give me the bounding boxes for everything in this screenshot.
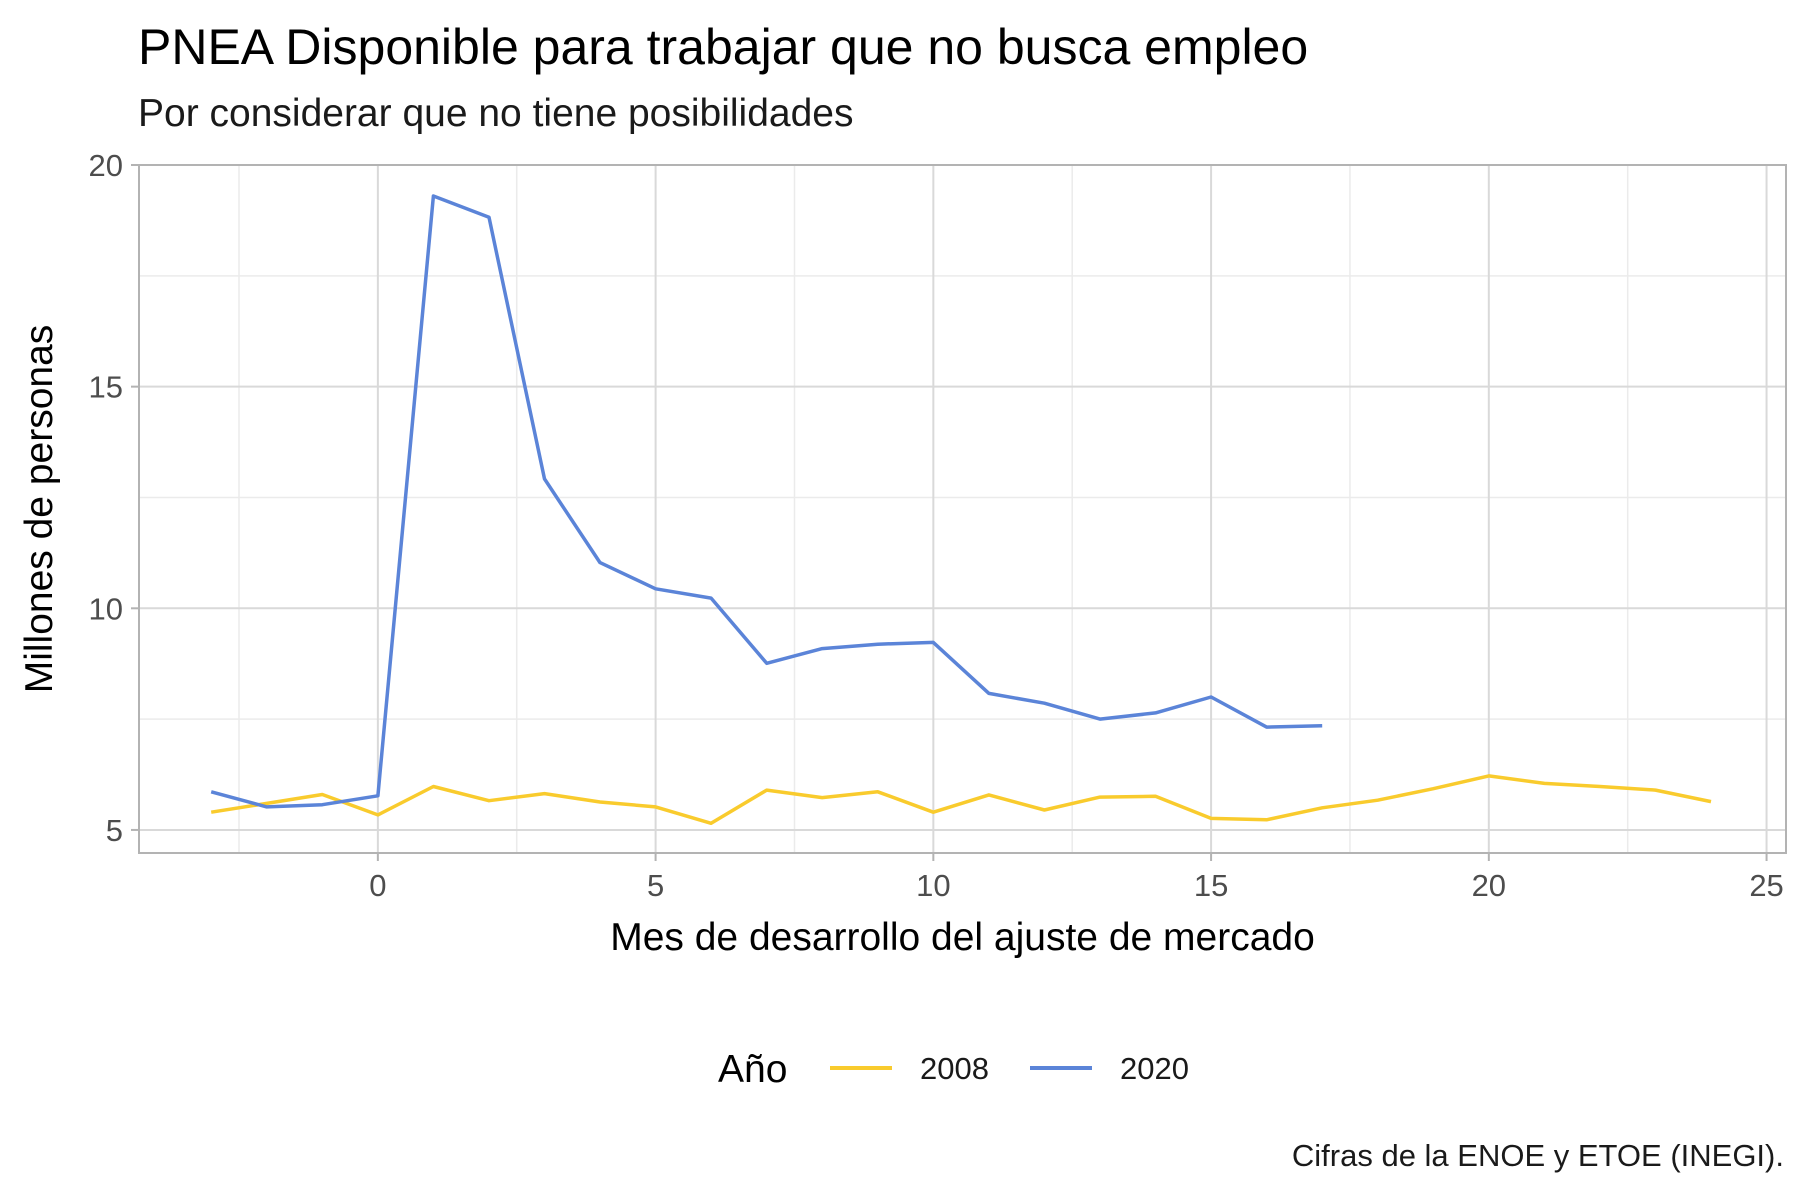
- y-axis-tick-labels: 5 10 15 20: [89, 148, 123, 848]
- chart-subtitle: Por considerar que no tiene posibilidade…: [138, 92, 854, 135]
- legend-label-2020: 2020: [1120, 1051, 1189, 1086]
- x-tick-label: 10: [916, 868, 950, 903]
- axis-tick-marks: [131, 164, 1768, 861]
- x-tick-label: 15: [1194, 868, 1228, 903]
- y-tick-label: 20: [89, 148, 123, 183]
- y-tick-label: 10: [89, 591, 123, 626]
- x-axis-title: Mes de desarrollo del ajuste de mercado: [610, 916, 1315, 959]
- x-tick-label: 5: [647, 868, 664, 903]
- chart-title: PNEA Disponible para trabajar que no bus…: [138, 19, 1309, 75]
- x-tick-label: 20: [1472, 868, 1506, 903]
- x-tick-label: 0: [369, 868, 386, 903]
- legend: Año 2008 2020: [718, 1048, 1189, 1091]
- series-line-2020: [210, 194, 1323, 809]
- y-axis-title: Millones de personas: [18, 325, 61, 694]
- y-tick-label: 5: [106, 813, 123, 848]
- chart-caption: Cifras de la ENOE y ETOE (INEGI).: [1291, 1138, 1784, 1173]
- series-line-2008: [210, 774, 1712, 826]
- minor-gridlines: [139, 165, 1786, 853]
- x-axis-tick-labels: 0 5 10 15 20 25: [369, 868, 1784, 903]
- series-lines: [210, 194, 1712, 826]
- legend-label-2008: 2008: [920, 1051, 989, 1086]
- legend-title: Año: [718, 1048, 787, 1091]
- y-tick-label: 15: [89, 370, 123, 405]
- major-gridlines: [139, 164, 1786, 853]
- plot-panel-border: [138, 164, 1787, 854]
- x-tick-label: 25: [1749, 868, 1783, 903]
